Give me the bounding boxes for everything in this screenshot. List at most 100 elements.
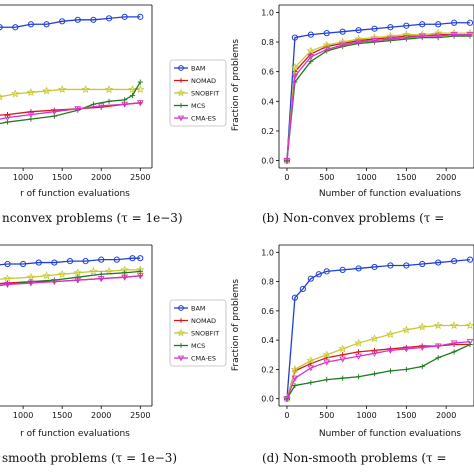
cmaes-marker — [177, 115, 185, 122]
mcs-marker — [340, 375, 346, 381]
y-tick-label: 0.0 — [261, 395, 274, 404]
plot-area — [282, 256, 474, 403]
legend: BAM NOMAD SNOBFIT MCS CMA-ES — [169, 59, 227, 127]
bam-marker — [323, 30, 330, 37]
snobfit-marker — [57, 269, 67, 278]
cmaes-marker — [97, 103, 105, 110]
nomad-marker — [340, 352, 346, 358]
snobfit-marker — [354, 338, 363, 347]
legend-label: SNOBFIT — [191, 330, 219, 338]
snobfit-marker — [73, 268, 83, 277]
x-tick-label: 1000 — [356, 173, 376, 182]
snobfit-marker — [290, 62, 300, 71]
bam-marker — [43, 21, 50, 28]
bam-marker — [435, 259, 442, 266]
bam-marker — [291, 294, 299, 301]
cmaes-marker — [283, 396, 291, 403]
x-tick-label: 1000 — [356, 411, 376, 420]
bam-marker — [419, 21, 426, 28]
series-line-cma-es — [286, 33, 471, 161]
cmaes-marker — [402, 35, 410, 42]
bam-marker — [307, 275, 314, 282]
snobfit-marker — [449, 321, 459, 330]
cmaes-marker — [371, 350, 378, 357]
cmaes-marker — [4, 281, 11, 289]
cmaes-marker — [74, 106, 82, 113]
snobfit-marker — [81, 85, 90, 94]
mcs-marker — [122, 97, 128, 103]
x-tick-label: 2000 — [91, 411, 111, 420]
x-tick-label: 1000 — [13, 411, 33, 420]
cmaes-marker — [323, 359, 331, 366]
cmaes-marker — [50, 109, 58, 116]
bam-marker — [315, 271, 322, 278]
cmaes-marker — [450, 32, 458, 39]
x-tick-label: 1500 — [52, 173, 72, 182]
caption-b: (b) Non-convex problems (τ = — [262, 211, 444, 225]
bam-marker — [451, 258, 458, 265]
bam-marker — [137, 255, 144, 262]
snobfit-marker — [176, 328, 186, 337]
bam-marker — [51, 259, 58, 266]
cmaes-marker — [355, 353, 362, 360]
legend-label: NOMAD — [191, 77, 216, 85]
x-axis-label: Number of function evaluations — [319, 429, 462, 439]
x-tick-label: 0 — [284, 173, 289, 182]
y-tick-label: 0.2 — [261, 127, 274, 136]
x-tick-label: 1500 — [396, 173, 416, 182]
bam-marker — [178, 305, 184, 311]
legend-label: CMA-ES — [191, 355, 216, 363]
mcs-marker — [308, 379, 314, 386]
x-tick-label: 500 — [319, 173, 334, 182]
bam-marker — [403, 262, 410, 269]
legend-label: MCS — [191, 342, 205, 350]
series-line-snobfit — [0, 269, 141, 280]
mcs-marker — [387, 368, 394, 374]
snobfit-marker — [26, 87, 36, 97]
mcs-marker — [324, 377, 330, 383]
snobfit-marker — [418, 322, 427, 331]
snobfit-marker — [0, 93, 4, 101]
bam-marker — [323, 268, 330, 275]
snobfit-marker — [306, 356, 316, 365]
snobfit-marker — [386, 31, 395, 40]
snobfit-marker — [11, 89, 20, 98]
snobfit-marker — [322, 350, 331, 359]
snobfit-marker — [338, 37, 347, 46]
bam-marker — [307, 31, 314, 38]
bam-marker — [113, 256, 120, 263]
y-tick-label: 0.6 — [261, 307, 274, 316]
cmaes-marker — [283, 158, 291, 165]
y-tick-label: 1.0 — [261, 8, 274, 17]
bam-marker — [299, 285, 306, 293]
legend-label: SNOBFIT — [191, 90, 219, 98]
mcs-marker — [122, 270, 128, 276]
bam-marker — [121, 13, 128, 20]
legend-label: BAM — [191, 65, 206, 73]
y-tick-label: 0.4 — [261, 336, 274, 345]
series-line-bam — [286, 258, 471, 399]
legend-label: MCS — [191, 102, 205, 110]
snobfit-marker — [433, 321, 443, 330]
caption-c: smooth problems (τ = 1e−3) — [2, 451, 177, 465]
mcs-marker — [178, 103, 184, 108]
cmaes-marker — [4, 115, 11, 122]
bam-marker — [27, 21, 35, 28]
legend-label: NOMAD — [191, 317, 216, 325]
snobfit-marker — [136, 85, 145, 94]
x-tick-label: 2000 — [436, 173, 456, 182]
caption-a: nconvex problems (τ = 1e−3) — [2, 211, 183, 225]
cmaes-marker — [121, 101, 129, 108]
series-line-bam — [286, 22, 471, 161]
caption-d: (d) Non-smooth problems (τ = — [262, 451, 447, 465]
mcs-marker — [178, 343, 184, 348]
nomad-marker — [28, 109, 34, 115]
mcs-marker — [403, 366, 409, 373]
cmaes-marker — [291, 73, 299, 80]
x-tick-label: 0 — [284, 411, 289, 420]
mcs-marker — [106, 98, 112, 104]
legend: BAM NOMAD SNOBFIT MCS CMA-ES — [169, 299, 227, 367]
snobfit-marker — [370, 334, 379, 343]
